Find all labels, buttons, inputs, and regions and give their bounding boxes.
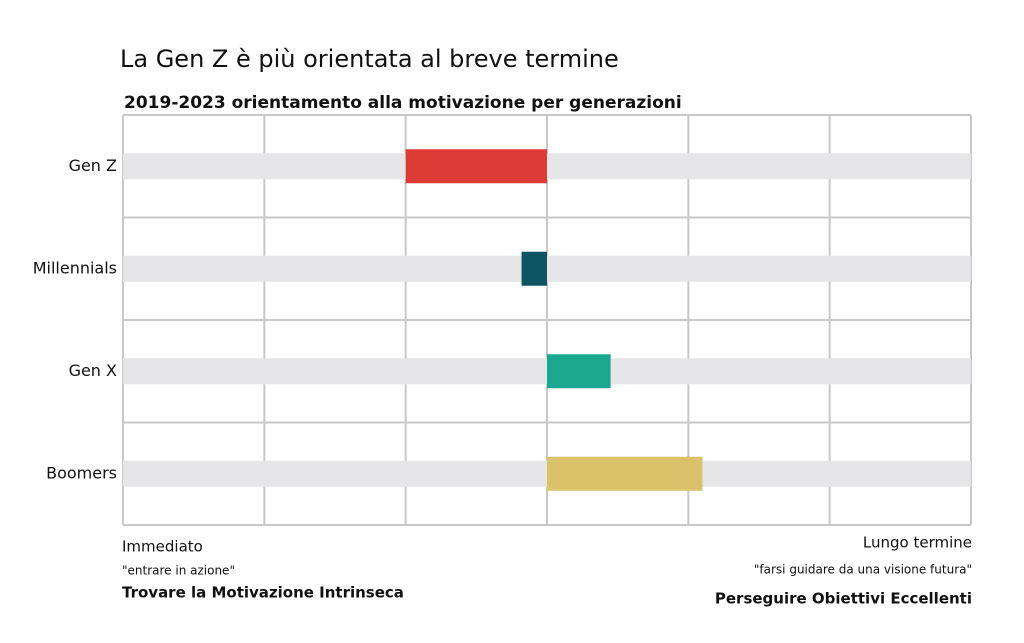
chart-subtitle: 2019-2023 orientamento alla motivazione … xyxy=(124,93,682,113)
bar xyxy=(521,251,547,286)
y-tick-label: Millennials xyxy=(33,258,117,277)
y-tick-label: Gen X xyxy=(69,361,117,380)
right-label: Lungo termine xyxy=(863,534,972,552)
chart-title: La Gen Z è più orientata al breve termin… xyxy=(120,45,619,73)
left-caption: Trovare la Motivazione Intrinseca xyxy=(122,584,404,602)
bar xyxy=(547,354,611,389)
left-quote: "entrare in azione" xyxy=(122,564,235,578)
bar xyxy=(405,149,547,184)
right-caption: Perseguire Obiettivi Eccellenti xyxy=(715,590,972,608)
y-tick-label: Boomers xyxy=(46,463,117,482)
right-quote: "farsi guidare da una visione futura" xyxy=(754,563,972,577)
y-tick-label: Gen Z xyxy=(69,156,117,175)
bar xyxy=(547,456,703,491)
left-label: Immediato xyxy=(122,538,203,556)
